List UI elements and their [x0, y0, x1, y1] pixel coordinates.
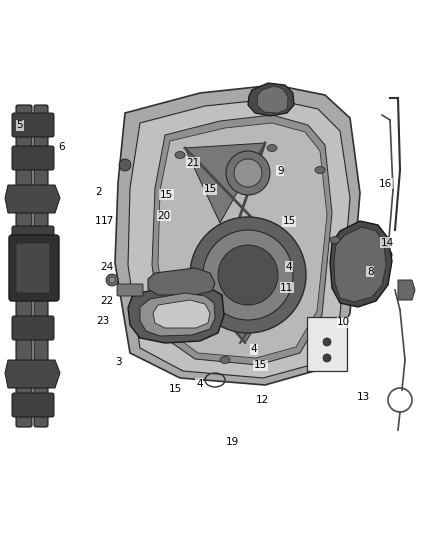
- FancyBboxPatch shape: [9, 235, 59, 301]
- Text: 15: 15: [204, 184, 217, 194]
- Text: 24: 24: [101, 262, 114, 271]
- FancyBboxPatch shape: [12, 393, 54, 417]
- Circle shape: [218, 245, 278, 305]
- Circle shape: [109, 277, 115, 283]
- Text: 15: 15: [254, 360, 267, 370]
- Text: 23: 23: [96, 317, 110, 326]
- Text: 12: 12: [256, 395, 269, 405]
- Text: 22: 22: [101, 296, 114, 306]
- Text: 4: 4: [251, 344, 258, 354]
- Polygon shape: [152, 115, 332, 365]
- FancyBboxPatch shape: [12, 316, 54, 340]
- Polygon shape: [128, 99, 350, 378]
- Polygon shape: [115, 85, 360, 385]
- Circle shape: [234, 159, 262, 187]
- Polygon shape: [5, 185, 60, 213]
- Polygon shape: [398, 280, 415, 300]
- Text: 17: 17: [101, 216, 114, 226]
- Polygon shape: [140, 293, 215, 336]
- Text: 14: 14: [381, 238, 394, 247]
- Polygon shape: [195, 263, 295, 343]
- Polygon shape: [248, 83, 294, 116]
- Text: 16: 16: [379, 179, 392, 189]
- Text: 1: 1: [95, 216, 102, 226]
- FancyBboxPatch shape: [117, 284, 143, 296]
- FancyBboxPatch shape: [12, 226, 54, 250]
- Polygon shape: [5, 360, 60, 388]
- Text: 6: 6: [58, 142, 65, 151]
- Polygon shape: [257, 86, 288, 113]
- Polygon shape: [334, 227, 386, 302]
- Text: 4: 4: [196, 379, 203, 389]
- Ellipse shape: [267, 144, 277, 151]
- Circle shape: [323, 354, 331, 362]
- Text: 9: 9: [277, 166, 284, 175]
- Circle shape: [323, 338, 331, 346]
- Text: 13: 13: [357, 392, 370, 402]
- FancyBboxPatch shape: [16, 105, 32, 427]
- Polygon shape: [330, 221, 392, 307]
- Text: 21: 21: [186, 158, 199, 167]
- Text: 20: 20: [158, 211, 171, 221]
- Text: 8: 8: [367, 267, 374, 277]
- Text: 15: 15: [169, 384, 182, 394]
- FancyBboxPatch shape: [12, 146, 54, 170]
- Ellipse shape: [175, 151, 185, 158]
- Circle shape: [226, 151, 270, 195]
- Circle shape: [119, 159, 131, 171]
- Polygon shape: [158, 123, 327, 358]
- Text: 15: 15: [283, 216, 296, 226]
- Polygon shape: [148, 268, 215, 295]
- Ellipse shape: [315, 166, 325, 174]
- Circle shape: [190, 217, 306, 333]
- Text: 3: 3: [115, 358, 122, 367]
- Ellipse shape: [220, 357, 230, 364]
- FancyBboxPatch shape: [34, 105, 48, 427]
- Polygon shape: [185, 143, 265, 223]
- FancyBboxPatch shape: [16, 243, 50, 293]
- Ellipse shape: [330, 237, 340, 244]
- Text: 4: 4: [286, 262, 293, 271]
- Polygon shape: [128, 285, 224, 343]
- Text: 5: 5: [16, 120, 23, 130]
- Circle shape: [203, 230, 293, 320]
- Text: 15: 15: [160, 190, 173, 199]
- Text: 19: 19: [226, 438, 239, 447]
- FancyBboxPatch shape: [307, 317, 347, 371]
- Polygon shape: [153, 300, 210, 328]
- Circle shape: [382, 250, 392, 260]
- Text: 11: 11: [280, 283, 293, 293]
- Circle shape: [106, 274, 118, 286]
- Text: 10: 10: [337, 318, 350, 327]
- Text: 2: 2: [95, 187, 102, 197]
- FancyBboxPatch shape: [12, 113, 54, 137]
